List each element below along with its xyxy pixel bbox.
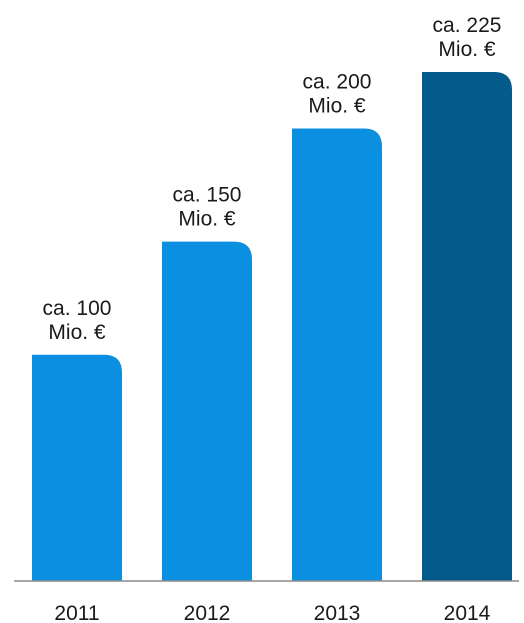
bar-2013	[292, 128, 382, 582]
bar-2014	[422, 72, 512, 581]
category-labels-group: 2011 2012 2013 2014	[54, 602, 490, 623]
value-label-2012-line1: ca. 150	[173, 184, 242, 207]
category-label-2012: 2012	[184, 602, 231, 623]
value-label-2013-line2: Mio. €	[308, 95, 366, 118]
category-label-2014: 2014	[444, 602, 491, 623]
value-label-2014-line2: Mio. €	[438, 38, 496, 61]
bars-group	[32, 72, 512, 582]
value-label-2011-line2: Mio. €	[48, 321, 106, 344]
value-label-2014-line1: ca. 225	[433, 14, 502, 37]
category-label-2013: 2013	[314, 602, 361, 623]
value-label-2011-line1: ca. 100	[43, 297, 112, 320]
category-label-2011: 2011	[54, 602, 99, 623]
value-label-2012-line2: Mio. €	[178, 208, 236, 231]
bar-2011	[32, 354, 122, 581]
value-label-2013-line1: ca. 200	[303, 71, 372, 94]
bar-2012	[162, 241, 252, 581]
